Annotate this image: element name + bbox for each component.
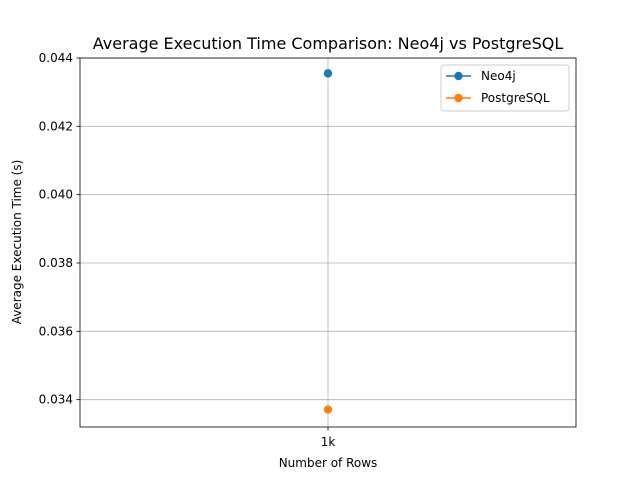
series-postgresql xyxy=(323,405,333,414)
legend-label-postgresql: PostgreSQL xyxy=(481,91,550,105)
data-point xyxy=(323,69,333,78)
legend-marker-neo4j xyxy=(454,71,463,81)
y-tick-label: 0.034 xyxy=(39,393,73,407)
grid-layer xyxy=(80,57,576,427)
y-tick-label: 0.042 xyxy=(39,119,73,133)
y-axis-label: Average Execution Time (s) xyxy=(10,160,24,325)
x-axis-label: Number of Rows xyxy=(279,456,378,470)
y-tick-label: 0.036 xyxy=(39,324,73,338)
legend-box xyxy=(440,64,570,112)
x-tick-label: 1k xyxy=(321,435,336,449)
x-axis: 1k xyxy=(321,427,336,449)
y-tick-label: 0.044 xyxy=(39,51,73,65)
legend-label-neo4j: Neo4j xyxy=(481,69,516,83)
y-tick-label: 0.038 xyxy=(39,256,73,270)
legend-marker-postgresql xyxy=(454,93,463,103)
legend: Neo4j PostgreSQL xyxy=(440,64,570,112)
y-tick-label: 0.040 xyxy=(39,188,73,202)
data-point xyxy=(323,405,333,414)
chart-title: Average Execution Time Comparison: Neo4j… xyxy=(93,34,564,53)
series-neo4j xyxy=(323,69,333,78)
y-axis: 0.034 0.036 0.038 0.040 0.042 0.044 xyxy=(39,51,80,407)
series-layer xyxy=(323,69,333,414)
